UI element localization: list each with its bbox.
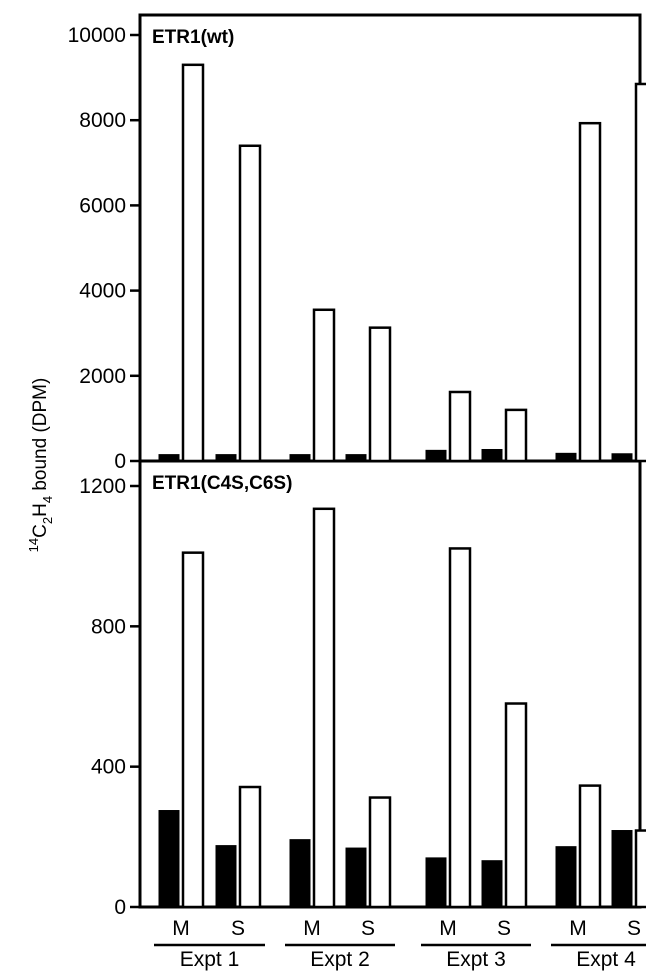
panel-1-ytick-label: 4000	[79, 280, 126, 303]
group-label: Expt 2	[310, 948, 370, 971]
y-axis-label-part: H	[30, 503, 51, 517]
labels-layer: 0 2000 4000 6000 8000 10000 ETR1(wt) 0 400 800 120…	[26, 24, 641, 971]
panel-1-ytick-label: 2000	[79, 365, 126, 388]
panel-1-title: ETR1(wt)	[152, 27, 234, 48]
panel-2-bar-filled-6	[481, 860, 503, 908]
y-axis-label-part: 14	[26, 538, 41, 552]
group-label: Expt 3	[446, 948, 506, 971]
x-category-label: M	[303, 917, 321, 940]
panel-1-bar-open-6	[504, 408, 528, 463]
y-axis-label-part: 4	[40, 496, 55, 503]
panel-2-bar-filled-7	[555, 846, 577, 908]
panel-2-ytick-label: 1200	[79, 475, 126, 498]
panel-1-bar-open-3	[312, 308, 336, 463]
group-label: Expt 4	[576, 948, 636, 971]
panel-2-bar-filled-1	[158, 810, 180, 908]
group-label: Expt 1	[180, 948, 240, 971]
panel-1-bar-open-7	[578, 121, 602, 463]
panel-2-bar-open-6	[504, 702, 528, 909]
x-category-label: M	[439, 917, 457, 940]
panel-1-bar-filled-5	[425, 449, 447, 462]
x-category-label: S	[497, 917, 511, 940]
panel-1-bar-open-1	[181, 63, 205, 463]
panel-1-bar-filled-4	[345, 454, 367, 462]
panel-1-bar-filled-1	[158, 454, 180, 462]
panel-1-ytick-label: 8000	[79, 109, 126, 132]
y-axis-label: 14C2H4 bound (DPM)	[26, 378, 55, 553]
panel-1-ytick-label: 6000	[79, 194, 126, 217]
panel-2-title: ETR1(C4S,C6S)	[152, 473, 292, 494]
panel-2-bar-filled-3	[289, 839, 311, 908]
x-category-label: S	[361, 917, 375, 940]
panel-2-bar-open-8	[634, 829, 646, 909]
panel-1-bar-open-8	[634, 82, 646, 463]
panel-1-ytick-label: 0	[114, 450, 126, 473]
panel-1-bar-filled-8	[611, 453, 633, 462]
panel-2-bar-open-3	[312, 507, 336, 909]
panel-1-bar-filled-2	[215, 454, 237, 462]
x-category-label: M	[172, 917, 190, 940]
panel-2-bar-filled-5	[425, 857, 447, 908]
panel-2-bar-open-2	[238, 785, 262, 909]
panel-2-bar-open-4	[368, 796, 392, 909]
panel-2-bar-filled-8	[611, 830, 633, 908]
panel-2-bar-filled-2	[215, 845, 237, 908]
y-axis-label-part: bound (DPM)	[30, 378, 51, 496]
panel-2-ytick-label: 0	[114, 896, 126, 919]
panel-2-bar-filled-4	[345, 847, 367, 908]
x-category-label: S	[627, 917, 641, 940]
panel-1-bar-filled-6	[481, 448, 503, 462]
panel-2-bar-open-1	[181, 551, 205, 909]
panel-1-bar-filled-3	[289, 454, 311, 462]
bars-layer	[158, 63, 646, 909]
panel-2-bar-open-5	[448, 547, 472, 909]
panel-2-ytick-label: 400	[91, 756, 126, 779]
y-axis-label-part: C	[30, 524, 51, 538]
y-axis-label-part: 2	[40, 517, 55, 524]
panel-2-ytick-label: 800	[91, 615, 126, 638]
panel-1-bar-open-5	[448, 390, 472, 463]
panel-1-bar-open-4	[368, 326, 392, 463]
panel-1-ytick-label: 10000	[68, 24, 126, 47]
panel-2-bar-open-7	[578, 784, 602, 909]
x-category-label: M	[569, 917, 587, 940]
panel-1-bar-open-2	[238, 144, 262, 463]
panel-1-bar-filled-7	[555, 452, 577, 462]
x-category-label: S	[231, 917, 245, 940]
